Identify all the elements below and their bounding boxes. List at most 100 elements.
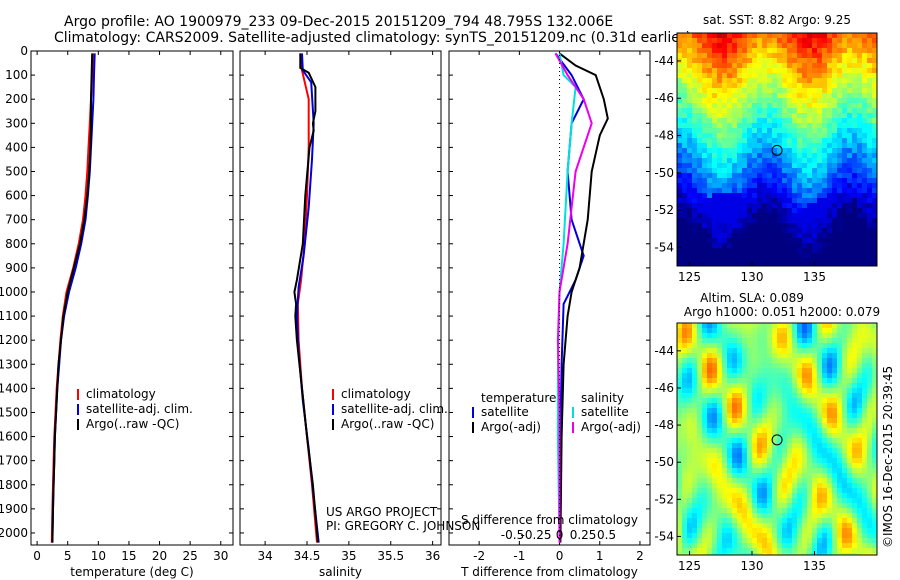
heatmap-cell	[812, 183, 817, 188]
heatmap-cell	[707, 108, 712, 113]
heatmap-cell	[807, 253, 812, 258]
heatmap-cell	[782, 443, 787, 448]
heatmap-cell	[777, 533, 782, 538]
heatmap-cell	[732, 398, 737, 403]
heatmap-cell	[727, 168, 732, 173]
heatmap-cell	[872, 523, 877, 528]
heatmap-cell	[707, 118, 712, 123]
heatmap-cell	[752, 263, 757, 266]
heatmap-cell	[682, 363, 687, 368]
heatmap-cell	[837, 363, 842, 368]
heatmap-cell	[737, 63, 742, 68]
heatmap-cell	[837, 418, 842, 423]
heatmap-cell	[762, 123, 767, 128]
heatmap-cell	[697, 423, 702, 428]
heatmap-cell	[782, 248, 787, 253]
heatmap-cell	[722, 538, 727, 543]
heatmap-cell	[717, 63, 722, 68]
heatmap-cell	[832, 423, 837, 428]
heatmap-cell	[752, 378, 757, 383]
heatmap-cell	[822, 453, 827, 458]
heatmap-cell	[712, 198, 717, 203]
heatmap-cell	[697, 553, 702, 555]
heatmap-cell	[772, 408, 777, 413]
heatmap-cell	[677, 163, 682, 168]
heatmap-cell	[777, 383, 782, 388]
heatmap-cell	[747, 443, 752, 448]
heatmap-cell	[842, 548, 847, 553]
heatmap-cell	[742, 68, 747, 73]
heatmap-cell	[842, 198, 847, 203]
heatmap-cell	[702, 503, 707, 508]
heatmap-cell	[847, 258, 852, 263]
heatmap-cell	[782, 343, 787, 348]
heatmap-cell	[742, 438, 747, 443]
heatmap-cell	[737, 423, 742, 428]
heatmap-cell	[682, 473, 687, 478]
heatmap-cell	[797, 208, 802, 213]
heatmap-cell	[822, 228, 827, 233]
heatmap-cell	[787, 388, 792, 393]
heatmap-cell	[742, 63, 747, 68]
heatmap-cell	[722, 258, 727, 263]
heatmap-cell	[857, 368, 862, 373]
heatmap-cell	[832, 33, 837, 38]
heatmap-cell	[802, 83, 807, 88]
heatmap-cell	[742, 408, 747, 413]
heatmap-cell	[732, 63, 737, 68]
heatmap-cell	[722, 218, 727, 223]
heatmap-cell	[767, 538, 772, 543]
heatmap-cell	[767, 178, 772, 183]
heatmap-cell	[732, 528, 737, 533]
heatmap-cell	[772, 523, 777, 528]
heatmap-cell	[677, 153, 682, 158]
heatmap-cell	[707, 368, 712, 373]
heatmap-cell	[727, 398, 732, 403]
heatmap-cell	[777, 518, 782, 523]
heatmap-cell	[747, 413, 752, 418]
heatmap-cell	[797, 153, 802, 158]
plot-frame	[239, 50, 442, 546]
heatmap-cell	[832, 73, 837, 78]
heatmap-cell	[847, 98, 852, 103]
heatmap-cell	[707, 468, 712, 473]
heatmap-cell	[697, 323, 702, 328]
heatmap-cell	[777, 528, 782, 533]
heatmap-cell	[777, 88, 782, 93]
heatmap-cell	[717, 68, 722, 73]
heatmap-cell	[682, 353, 687, 358]
heatmap-cell	[687, 153, 692, 158]
heatmap-cell	[852, 38, 857, 43]
heatmap-cell	[847, 543, 852, 548]
heatmap-cell	[787, 188, 792, 193]
heatmap-cell	[697, 443, 702, 448]
map-subtitle: Argo h1000: 0.051 h2000: 0.079	[684, 305, 880, 319]
heatmap-cell	[757, 478, 762, 483]
heatmap-cell	[862, 83, 867, 88]
heatmap-cell	[867, 228, 872, 233]
heatmap-cell	[832, 183, 837, 188]
heatmap-cell	[817, 88, 822, 93]
heatmap-cell	[827, 533, 832, 538]
heatmap-cell	[677, 328, 682, 333]
heatmap-cell	[872, 373, 877, 378]
heatmap-cell	[687, 483, 692, 488]
heatmap-cell	[677, 473, 682, 478]
heatmap-cell	[762, 453, 767, 458]
heatmap-cell	[767, 403, 772, 408]
heatmap-cell	[787, 498, 792, 503]
heatmap-cell	[777, 38, 782, 43]
heatmap-cell	[712, 138, 717, 143]
heatmap-cell	[842, 428, 847, 433]
heatmap-cell	[722, 203, 727, 208]
heatmap-cell	[817, 158, 822, 163]
heatmap-cell	[737, 143, 742, 148]
heatmap-cell	[762, 438, 767, 443]
heatmap-cell	[857, 253, 862, 258]
heatmap-cell	[812, 43, 817, 48]
heatmap-cell	[797, 168, 802, 173]
heatmap-cell	[747, 398, 752, 403]
heatmap-cell	[867, 58, 872, 63]
heatmap-cell	[692, 503, 697, 508]
heatmap-cell	[862, 163, 867, 168]
